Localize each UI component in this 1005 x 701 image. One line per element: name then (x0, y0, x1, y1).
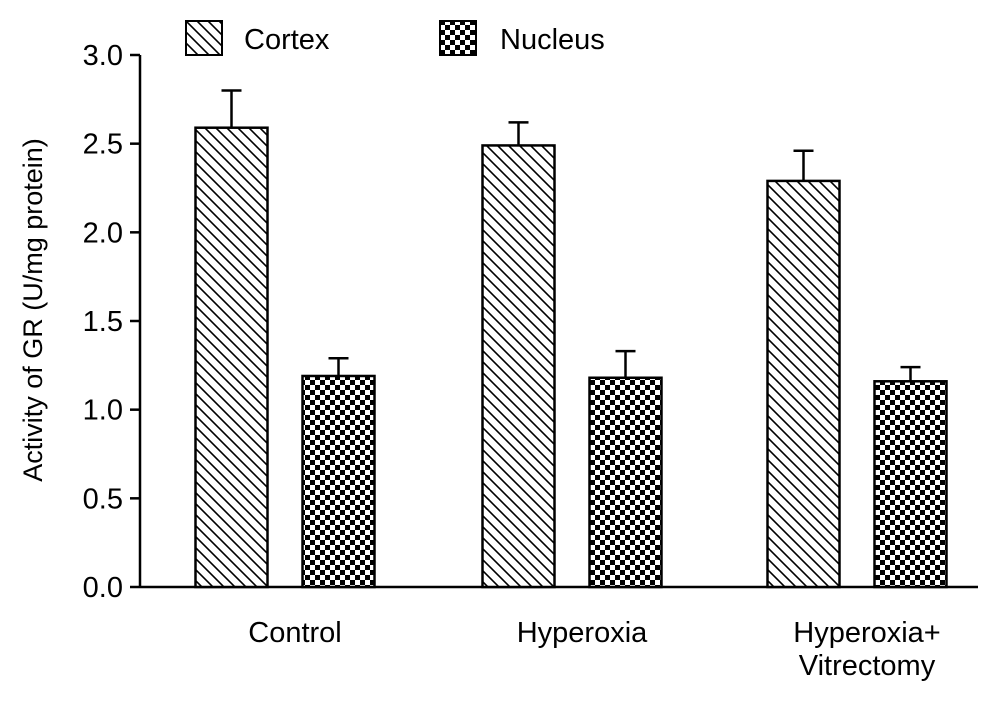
y-axis-title: Activity of GR (U/mg protein) (18, 138, 48, 482)
y-tick-label: 1.0 (83, 395, 123, 427)
legend-swatch-cortex (185, 20, 223, 56)
y-ticks: 0.0 0.5 1.0 1.5 2.0 2.5 3.0 (83, 40, 140, 604)
y-tick-label: 3.0 (83, 40, 123, 72)
bar-nucleus-0 (301, 374, 376, 589)
legend-label-nucleus: Nucleus (500, 24, 605, 56)
category-label: Control (248, 617, 342, 649)
category-labels: Control Hyperoxia Hyperoxia+Vitrectomy (248, 617, 941, 682)
bars (194, 126, 948, 589)
y-tick-label: 0.5 (83, 483, 123, 515)
legend-swatch-nucleus (439, 20, 477, 56)
y-tick-label: 2.0 (83, 217, 123, 249)
y-tick-label: 0.0 (83, 572, 123, 604)
legend-label-cortex: Cortex (244, 24, 330, 56)
error-bars (221, 89, 921, 382)
category-label: Hyperoxia+ (793, 617, 941, 649)
bar-nucleus-1 (588, 376, 663, 589)
y-tick-label: 1.5 (83, 306, 123, 338)
bar-cortex-1 (481, 144, 556, 589)
category-label: Hyperoxia (517, 617, 648, 649)
legend: Cortex Nucleus (185, 20, 605, 56)
y-tick-label: 2.5 (83, 129, 123, 161)
bar-nucleus-2 (873, 380, 948, 589)
category-label: Vitrectomy (799, 650, 936, 682)
bar-cortex-2 (766, 179, 841, 589)
bar-cortex-0 (194, 126, 269, 589)
